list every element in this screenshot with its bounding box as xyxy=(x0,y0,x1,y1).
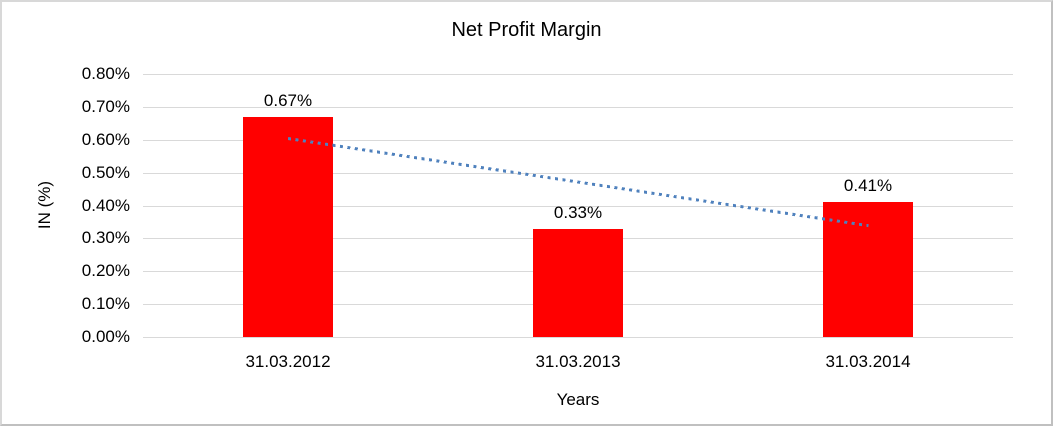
gridline xyxy=(143,337,1013,338)
y-axis-tick-label: 0.60% xyxy=(81,129,130,149)
plot-area: 0.67% 0.33% 0.41% xyxy=(143,74,1013,338)
y-axis-tick-label: 0.80% xyxy=(81,64,130,83)
gridline xyxy=(143,139,1013,141)
y-axis-tick-label: 0.10% xyxy=(81,294,130,314)
x-axis-tick-label: 31.03.2013 xyxy=(535,352,621,371)
bar-data-label: 0.67% xyxy=(263,90,313,110)
y-axis-tick-label: 0.30% xyxy=(81,228,130,248)
y-axis-tick-label: 0.20% xyxy=(81,261,130,281)
gridline xyxy=(143,106,1013,108)
gridline xyxy=(143,205,1013,207)
y-axis-tick-label: 0.50% xyxy=(81,162,130,182)
gridline xyxy=(143,74,1013,75)
x-axis-tick-label: 31.03.2012 xyxy=(245,352,331,371)
chart-title: Net Profit Margin xyxy=(451,19,602,41)
bar-data-label: 0.33% xyxy=(553,202,603,222)
bar-data-label: 0.41% xyxy=(843,176,893,196)
y-axis-tick-label: 0.00% xyxy=(81,327,130,346)
bar xyxy=(243,116,333,337)
y-axis-tick-label: 0.70% xyxy=(81,96,130,116)
x-axis-title: Years xyxy=(556,390,600,409)
x-axis-tick-label: 31.03.2014 xyxy=(825,352,911,371)
gridline xyxy=(143,172,1013,174)
y-axis-tick-label: 0.40% xyxy=(81,195,130,215)
bar xyxy=(533,228,623,337)
